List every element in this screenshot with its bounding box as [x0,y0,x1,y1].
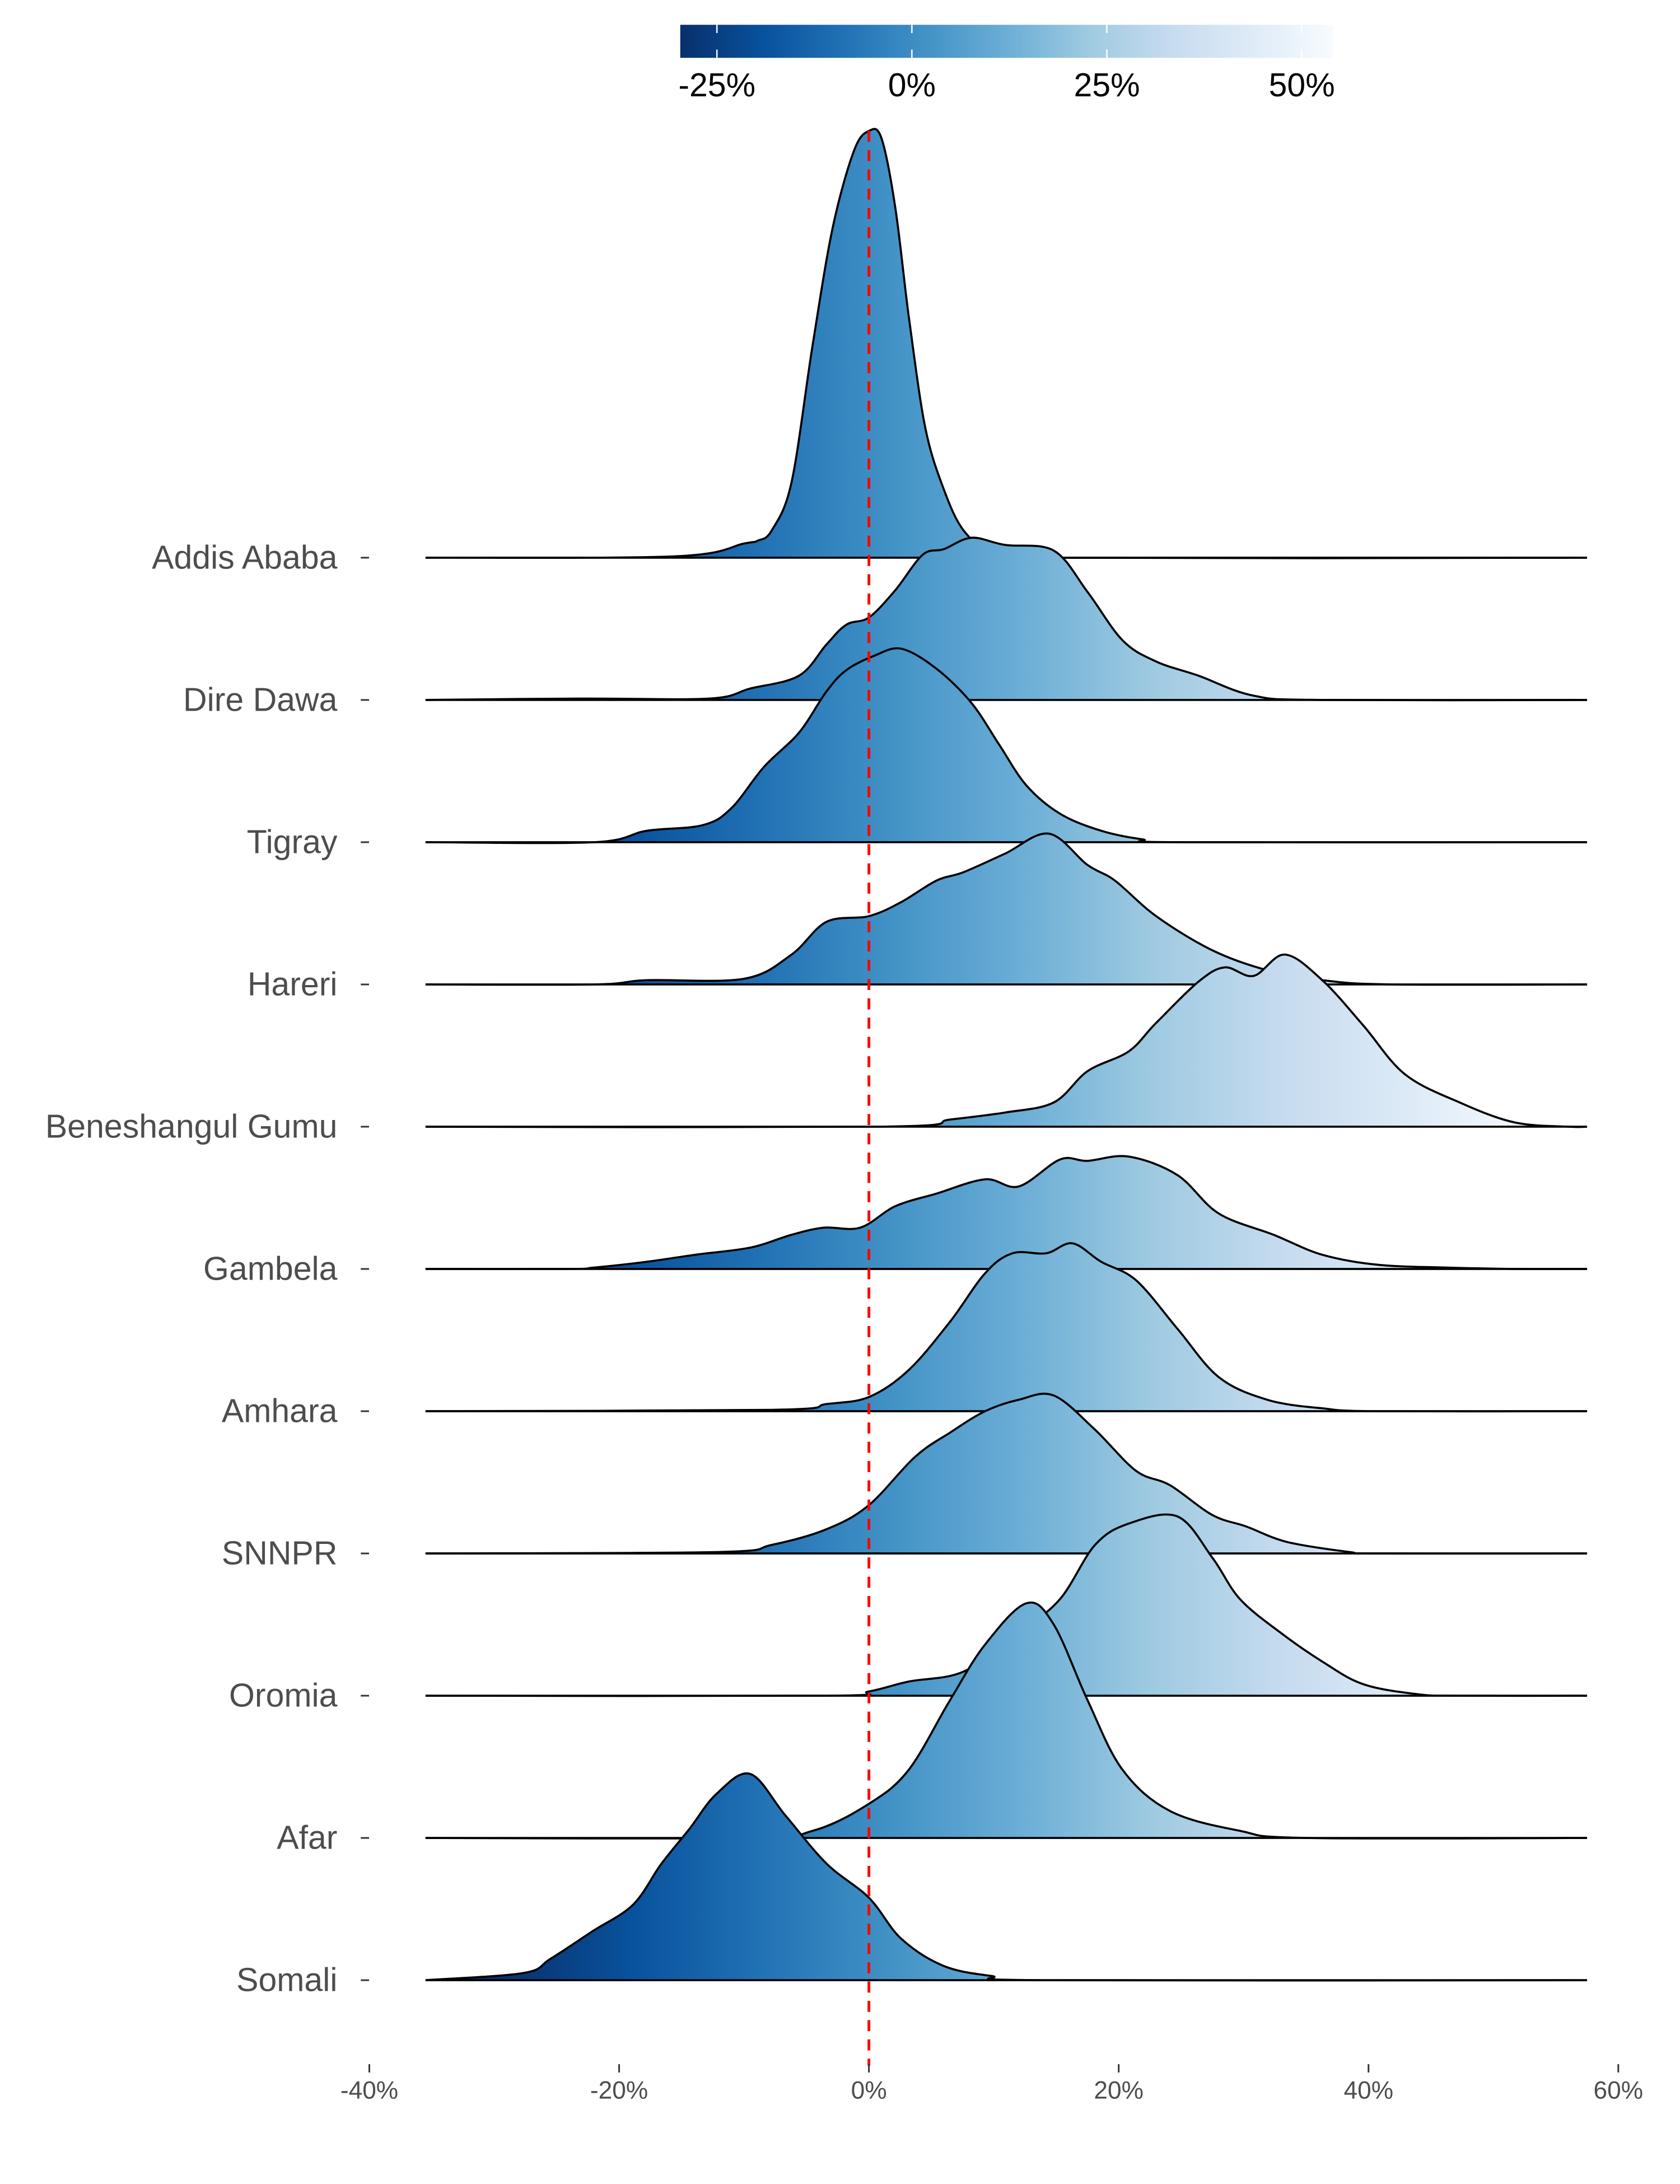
density-fill [425,1514,1588,1696]
x-tick-label: 60% [1594,2077,1644,2104]
ridge-addis-ababa [425,128,1588,559]
density-fill [425,648,1588,843]
y-axis-labels: Addis Ababa Dire Dawa Tigray Hareri Beneshan… [45,539,370,1999]
ridge-somali [425,1772,1588,1982]
density-line [425,647,1588,844]
y-tick-label: Amhara [222,1393,338,1430]
y-tick-label: Beneshangul Gumu [45,1108,338,1145]
density-fill [425,833,1588,985]
ridge-hareri [425,832,1588,986]
density-fill [425,129,1588,558]
y-tick-label: Dire Dawa [183,682,338,718]
x-tick-label: 0% [851,2077,887,2104]
ridge-tigray [425,647,1588,844]
density-fill [425,1773,1588,1981]
density-fill [425,954,1588,1127]
density-line [425,536,1588,702]
density-line [425,1392,1588,1555]
y-tick-label: Addis Ababa [152,539,338,576]
y-tick-label: Hareri [248,966,338,1003]
colorbar-tick-label: 50% [1269,67,1335,104]
ridge-snnpr [425,1392,1588,1555]
ridge-afar [425,1601,1588,1840]
density-line [425,1242,1588,1413]
y-tick-label: Gambela [203,1250,338,1287]
colorbar-gradient [680,25,1333,58]
x-tick-label: 40% [1343,2077,1393,2104]
density-fill [425,1243,1588,1412]
density-fill [425,1156,1588,1270]
colorbar-tick-label: -25% [678,67,755,104]
y-tick-label: Tigray [247,824,338,861]
x-axis: -40% -20% 0% 20% 40% 60% [340,2064,1643,2104]
y-tick-label: SNNPR [222,1535,338,1572]
density-fill [425,538,1588,701]
y-tick-label: Somali [236,1962,337,1999]
density-fill [425,1602,1588,1839]
ridge-gambela [425,1155,1588,1271]
y-tick-label: Afar [277,1819,337,1856]
x-tick-label: -20% [590,2077,648,2104]
colorbar-legend: -25% 0% 25% 50% [678,25,1335,104]
density-line [425,953,1588,1128]
colorbar-tick-label: 0% [888,67,936,104]
density-line [425,1155,1588,1271]
density-fill [425,1393,1588,1554]
x-tick-label: -40% [340,2077,398,2104]
ridges [425,128,1588,1982]
density-line [425,128,1588,559]
colorbar-tick-label: 25% [1074,67,1140,104]
x-tick-label: 20% [1094,2077,1144,2104]
ridge-dire-dawa [425,536,1588,702]
ridge-beneshangul-gumu [425,953,1588,1128]
y-tick-label: Oromia [229,1677,338,1714]
